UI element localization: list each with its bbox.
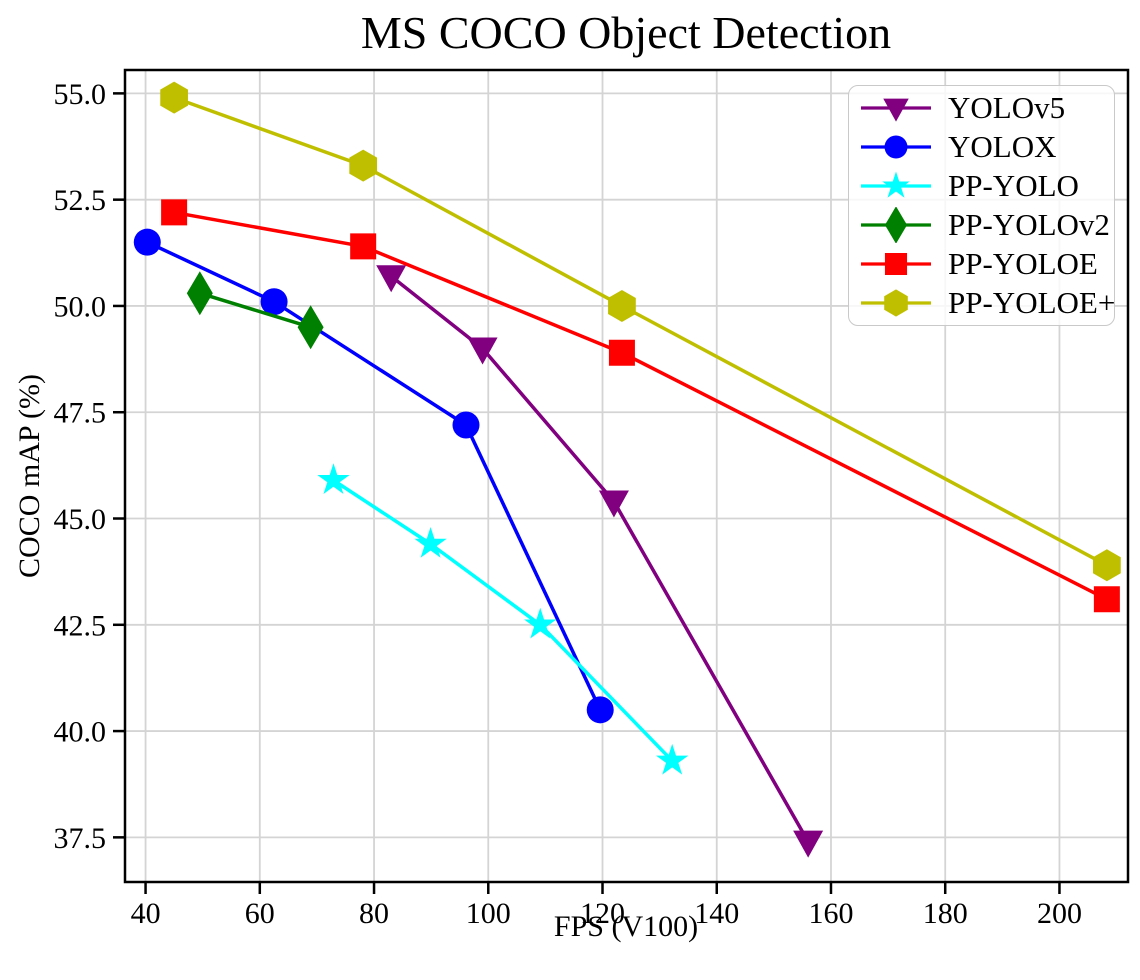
- marker-yolox-2: [452, 411, 480, 439]
- line-pp-yoloe: [172, 95, 1109, 568]
- marker-yolox-3: [586, 696, 614, 724]
- y-tick-label-50: 50.0: [54, 290, 107, 323]
- marker-yolov5-0: [376, 265, 407, 293]
- y-tick-label-45: 45.0: [54, 503, 107, 536]
- x-tick-label-160: 160: [808, 897, 853, 930]
- series-yolov5: [376, 265, 824, 858]
- legend-label-pp-yolo: PP-YOLO: [948, 168, 1079, 203]
- y-axis-label: COCO mAP (%): [13, 374, 46, 578]
- legend-marker-glyph-pp-yolov2: [884, 206, 908, 243]
- legend-marker-pp-yoloe-icon: [861, 288, 931, 317]
- plot-border: [123, 68, 1130, 884]
- marker-pp-yoloe-0: [160, 81, 188, 114]
- x-tick-label-100: 100: [466, 897, 511, 930]
- marker-pp-yoloe-2: [608, 339, 635, 366]
- legend-marker-pp-yoloe-icon: [861, 252, 931, 275]
- marker-pp-yolov2-1: [297, 305, 324, 350]
- legend-label-yolox: YOLOX: [948, 129, 1057, 164]
- y-tick-label-55: 55.0: [54, 78, 107, 111]
- x-tick-label-40: 40: [131, 897, 161, 930]
- y-tick-label-42.5: 42.5: [54, 609, 107, 642]
- marker-pp-yolo-2: [524, 607, 557, 639]
- marker-pp-yoloe-1: [350, 233, 377, 260]
- marker-pp-yoloe-3: [1093, 549, 1121, 582]
- marker-yolov5-2: [598, 490, 629, 518]
- x-axis-label: FPS (V100): [553, 910, 699, 943]
- x-tick-label-180: 180: [923, 897, 968, 930]
- y-tick-label-47.5: 47.5: [54, 397, 107, 430]
- legend: YOLOv5 YOLOX PP-YOLO PP-YOLOv2 PP-YOLOE PP-YO…: [848, 85, 1115, 326]
- marker-pp-yolo-0: [317, 463, 350, 494]
- x-tick-label-120: 120: [580, 897, 625, 930]
- marker-yolov5-3: [793, 830, 824, 858]
- legend-entry-yolov5: YOLOv5: [859, 88, 1114, 127]
- legend-label-pp-yoloe: PP-YOLOE: [948, 246, 1098, 281]
- legend-entry-pp-yoloe: PP-YOLOE: [859, 244, 1114, 283]
- series-pp-yoloe: [161, 199, 1120, 613]
- legend-marker-glyph-pp-yoloe: [884, 288, 908, 317]
- marker-yolox-1: [260, 288, 288, 316]
- line-yolox: [145, 240, 602, 712]
- x-tick-label-60: 60: [245, 897, 275, 930]
- marker-pp-yoloe-2: [608, 289, 636, 322]
- marker-pp-yolo-3: [656, 743, 689, 775]
- series-pp-yolo: [317, 463, 689, 775]
- legend-marker-glyph-pp-yolo: [882, 171, 910, 198]
- marker-pp-yoloe-0: [161, 199, 188, 226]
- legend-marker-glyph-yolox: [884, 135, 908, 158]
- series-yolox: [133, 228, 614, 724]
- gridlines: [125, 70, 1128, 882]
- legend-marker-yolox-icon: [861, 135, 931, 158]
- legend-label-yolov5: YOLOv5: [948, 90, 1066, 125]
- legend-entry-pp-yoloe: PP-YOLOE+: [859, 283, 1116, 322]
- x-tick-label-80: 80: [359, 897, 389, 930]
- series-pp-yolov2: [186, 271, 324, 350]
- marker-yolov5-1: [467, 337, 498, 365]
- line-pp-yoloe: [172, 210, 1109, 602]
- legend-label-pp-yolov2: PP-YOLOv2: [948, 207, 1110, 242]
- line-yolov5: [389, 274, 810, 844]
- legend-marker-glyph-pp-yoloe: [884, 252, 908, 275]
- series-pp-yoloe: [160, 81, 1121, 582]
- legend-marker-pp-yolo-icon: [861, 171, 931, 198]
- line-pp-yolo: [331, 478, 674, 763]
- x-tick-label-200: 200: [1037, 897, 1082, 930]
- legend-marker-glyph-yolov5: [883, 98, 909, 122]
- y-tick-label-52.5: 52.5: [54, 184, 107, 217]
- y-tick-label-37.5: 37.5: [54, 822, 107, 855]
- chart-title: MS COCO Object Detection: [360, 7, 892, 58]
- legend-marker-pp-yolov2-icon: [861, 206, 931, 243]
- line-pp-yolov2: [198, 291, 313, 329]
- legend-marker-yolov5-icon: [861, 98, 931, 122]
- axis-ticks: 40 60 80 100 120 140 160 180 200 37.5 40.0 42.5 45.0…: [54, 78, 1082, 930]
- marker-pp-yoloe-3: [1093, 586, 1120, 613]
- y-tick-label-40: 40.0: [54, 716, 107, 749]
- x-tick-label-140: 140: [694, 897, 739, 930]
- marker-pp-yoloe-1: [349, 149, 378, 182]
- legend-label-pp-yoloe: PP-YOLOE+: [948, 285, 1116, 320]
- marker-yolox-0: [133, 228, 161, 256]
- marker-pp-yolo-1: [414, 527, 447, 558]
- legend-entry-yolox: YOLOX: [859, 127, 1114, 166]
- marker-pp-yolov2-0: [186, 271, 213, 316]
- legend-entry-pp-yolo: PP-YOLO: [859, 166, 1114, 205]
- legend-entry-pp-yolov2: PP-YOLOv2: [859, 205, 1114, 244]
